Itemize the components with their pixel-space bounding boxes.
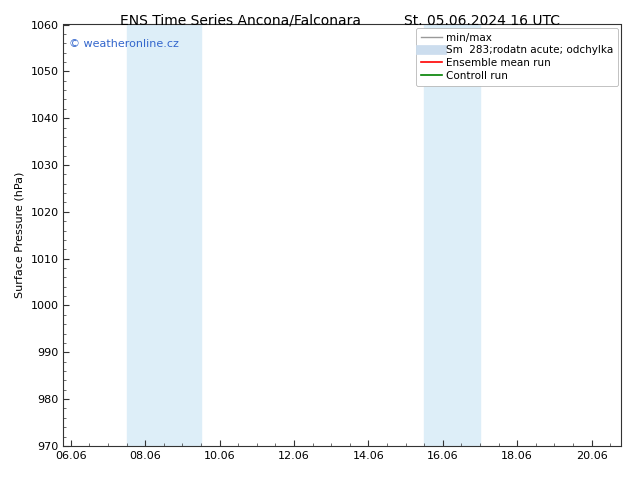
Text: ENS Time Series Ancona/Falconara: ENS Time Series Ancona/Falconara: [120, 14, 361, 28]
Y-axis label: Surface Pressure (hPa): Surface Pressure (hPa): [15, 172, 25, 298]
Text: St. 05.06.2024 16 UTC: St. 05.06.2024 16 UTC: [404, 14, 560, 28]
Bar: [127, 24, 201, 446]
Bar: [424, 24, 480, 446]
Text: © weatheronline.cz: © weatheronline.cz: [69, 39, 179, 49]
Legend: min/max, Sm  283;rodatn acute; odchylka, Ensemble mean run, Controll run: min/max, Sm 283;rodatn acute; odchylka, …: [415, 27, 618, 86]
